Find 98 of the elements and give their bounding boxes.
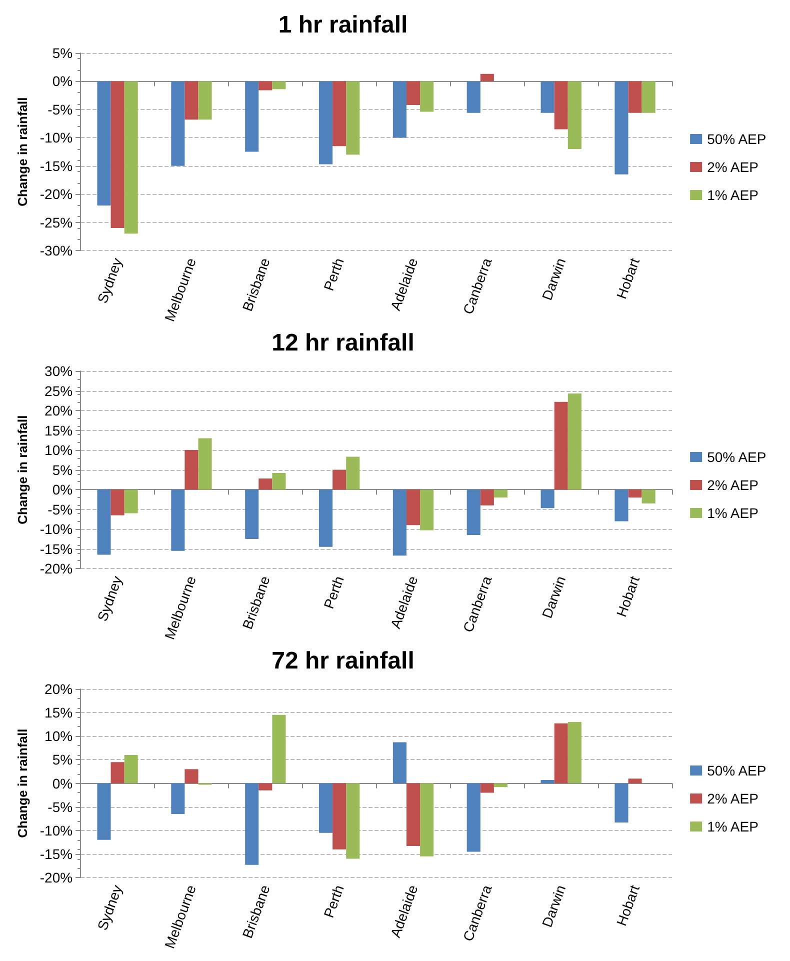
y-tick-label: -10% bbox=[40, 130, 73, 146]
bar bbox=[332, 783, 346, 850]
bar bbox=[346, 783, 360, 859]
bar bbox=[480, 490, 494, 506]
bar bbox=[319, 783, 333, 833]
bar bbox=[406, 783, 420, 846]
bar bbox=[554, 402, 568, 490]
bar bbox=[319, 490, 333, 547]
bar bbox=[110, 490, 124, 516]
y-tick-label: 5% bbox=[52, 462, 73, 478]
y-tick-label: 5% bbox=[52, 752, 73, 768]
y-tick-label: -10% bbox=[40, 521, 73, 538]
bar bbox=[198, 438, 212, 490]
y-tick-label: 25% bbox=[44, 382, 73, 399]
bar bbox=[554, 723, 568, 784]
chart-title: 12 hr rainfall bbox=[272, 330, 414, 356]
bar bbox=[494, 783, 508, 788]
y-tick-label: 10% bbox=[44, 442, 73, 458]
bar bbox=[124, 755, 138, 784]
y-tick-label: 0% bbox=[52, 482, 73, 498]
bar bbox=[406, 490, 420, 526]
bar bbox=[614, 783, 628, 822]
x-tick-label: Hobart bbox=[613, 256, 643, 301]
bar bbox=[171, 783, 185, 814]
x-tick-label: Perth bbox=[320, 574, 347, 611]
bar bbox=[97, 490, 111, 555]
bar bbox=[628, 778, 642, 784]
legend-label: 2% AEP bbox=[707, 477, 758, 493]
x-tick-label: Darwin bbox=[538, 256, 569, 302]
bar bbox=[628, 490, 642, 498]
y-tick-label: 15% bbox=[44, 704, 73, 721]
y-axis-title: Change in rainfall bbox=[15, 728, 30, 838]
bar bbox=[272, 714, 286, 784]
bar bbox=[614, 490, 628, 522]
x-tick-label: Perth bbox=[320, 256, 347, 293]
bar bbox=[346, 456, 360, 490]
y-tick-label: -15% bbox=[40, 158, 73, 174]
chart-title: 72 hr rainfall bbox=[272, 648, 414, 674]
bar bbox=[245, 490, 259, 539]
y-tick-label: -15% bbox=[40, 846, 73, 862]
y-tick-label: -10% bbox=[40, 822, 73, 838]
bar bbox=[258, 783, 272, 790]
bar bbox=[184, 769, 198, 784]
bar bbox=[540, 780, 554, 784]
bar bbox=[466, 783, 480, 852]
x-tick-label: Darwin bbox=[538, 882, 569, 930]
chart-title: 1 hr rainfall bbox=[278, 12, 408, 38]
legend-label: 1% AEP bbox=[707, 187, 758, 203]
y-tick-label: 15% bbox=[44, 422, 73, 438]
y-tick-label: -20% bbox=[40, 560, 73, 577]
legend-label: 1% AEP bbox=[707, 818, 758, 834]
legend-label: 50% AEP bbox=[707, 449, 766, 465]
bar bbox=[110, 762, 124, 784]
bar bbox=[258, 478, 272, 490]
legend-label: 50% AEP bbox=[707, 131, 766, 147]
y-tick-label: 20% bbox=[44, 681, 73, 697]
y-tick-label: 0% bbox=[52, 73, 73, 90]
y-tick-label: -5% bbox=[48, 101, 73, 118]
bar bbox=[568, 722, 582, 784]
y-tick-label: -25% bbox=[40, 214, 73, 230]
bar bbox=[466, 490, 480, 536]
x-tick-label: Darwin bbox=[538, 574, 569, 620]
legend-label: 50% AEP bbox=[707, 762, 766, 778]
bar bbox=[392, 742, 406, 784]
y-tick-label: 10% bbox=[44, 728, 73, 744]
y-tick-label: -15% bbox=[40, 540, 73, 557]
bar bbox=[392, 490, 406, 556]
x-tick-label: Hobart bbox=[613, 882, 643, 928]
bar bbox=[124, 490, 138, 514]
y-tick-label: -5% bbox=[48, 501, 73, 518]
bar bbox=[494, 490, 508, 498]
y-tick-label: -5% bbox=[48, 798, 73, 815]
legend-label: 2% AEP bbox=[707, 159, 758, 175]
y-tick-label: 5% bbox=[52, 45, 73, 61]
bar bbox=[332, 470, 346, 490]
legend-label: 2% AEP bbox=[707, 790, 758, 806]
bar bbox=[540, 490, 554, 508]
bar bbox=[420, 783, 434, 856]
bar bbox=[272, 472, 286, 490]
x-tick-label: Perth bbox=[320, 882, 347, 920]
bar bbox=[642, 490, 656, 504]
y-tick-label: 30% bbox=[44, 363, 73, 379]
bar bbox=[171, 490, 185, 551]
y-tick-label: 20% bbox=[44, 402, 73, 419]
y-tick-label: 0% bbox=[52, 775, 73, 792]
y-tick-label: -20% bbox=[40, 870, 73, 886]
bar bbox=[568, 394, 582, 490]
bar bbox=[245, 783, 259, 865]
y-axis-title: Change in rainfall bbox=[15, 97, 30, 206]
bar bbox=[184, 450, 198, 490]
bar bbox=[97, 783, 111, 840]
legend-label: 1% AEP bbox=[707, 505, 758, 521]
bar bbox=[420, 490, 434, 530]
y-axis-title: Change in rainfall bbox=[15, 415, 30, 524]
x-tick-label: Hobart bbox=[613, 574, 643, 619]
bar bbox=[480, 783, 494, 793]
y-tick-label: -30% bbox=[40, 242, 73, 259]
y-tick-label: -20% bbox=[40, 186, 73, 202]
